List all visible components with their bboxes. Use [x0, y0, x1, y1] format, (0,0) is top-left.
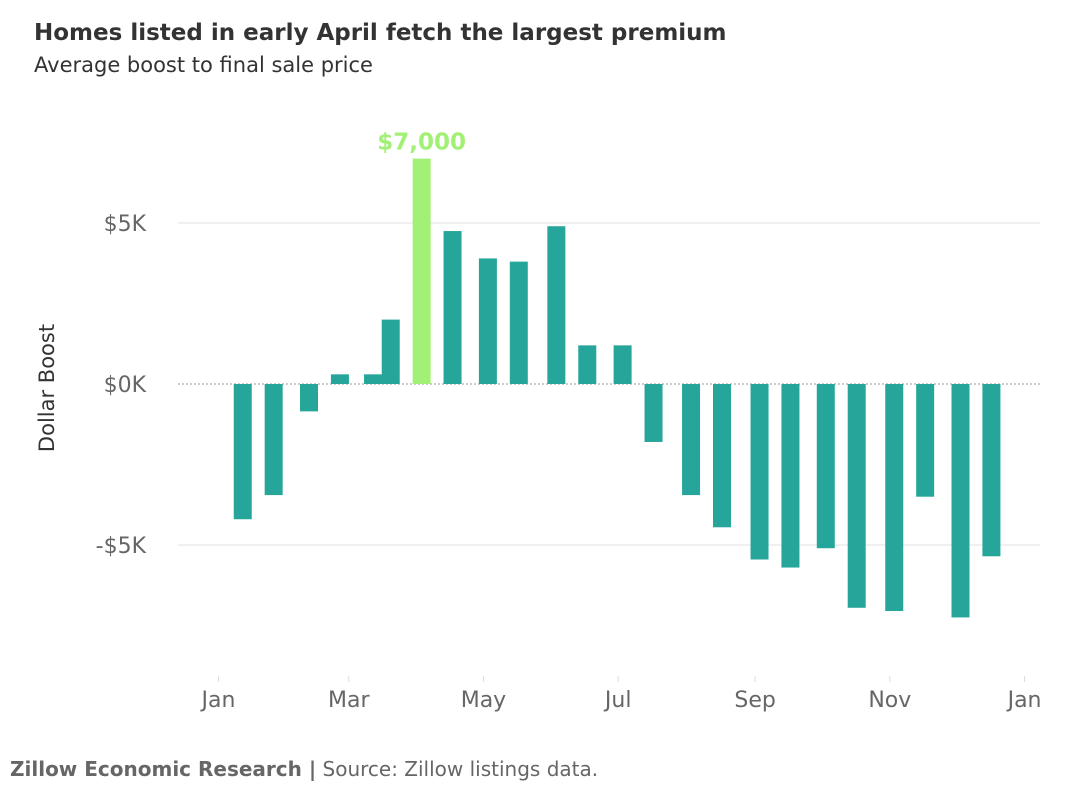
y-axis-label: Dollar Boost: [35, 324, 59, 452]
highlight-bar: [412, 158, 431, 384]
bar: [885, 384, 904, 612]
bar: [847, 384, 866, 608]
bar: [478, 258, 497, 384]
x-tick-label: Mar: [328, 688, 370, 713]
bar: [381, 319, 400, 384]
bar: [509, 261, 528, 384]
bar: [781, 384, 800, 568]
y-tick-label: $0K: [104, 373, 147, 398]
bar: [300, 384, 319, 412]
bar: [364, 374, 383, 384]
x-tick-label: May: [461, 688, 506, 713]
axis-layer: $5K $0K -$5K Jan Mar May Jul Sep Nov Jan: [96, 212, 1042, 713]
bar: [644, 384, 663, 442]
bar: [916, 384, 935, 497]
bar: [712, 384, 731, 528]
footer-source: Source: Zillow listings data.: [322, 757, 599, 781]
bar: [443, 231, 462, 384]
footer: Zillow Economic Research | Source: Zillo…: [10, 757, 598, 781]
bar: [547, 226, 566, 384]
bar: [982, 384, 1001, 557]
x-tick-label: Nov: [868, 688, 911, 713]
bar: [330, 374, 349, 384]
y-tick-label: $5K: [104, 212, 147, 237]
bar: [682, 384, 701, 496]
bar: [816, 384, 835, 549]
bar: [578, 345, 597, 384]
chart-subtitle: Average boost to final sale price: [34, 53, 373, 77]
chart-title: Homes listed in early April fetch the la…: [34, 20, 727, 46]
x-tick-label: Jan: [1006, 688, 1042, 713]
x-tick-label: Sep: [734, 688, 775, 713]
footer-org: Zillow Economic Research |: [10, 757, 317, 781]
bar: [613, 345, 632, 384]
y-tick-label: -$5K: [96, 534, 147, 559]
x-tick-label: Jan: [200, 688, 236, 713]
bar: [951, 384, 970, 618]
bars-layer: $7,000: [233, 130, 1001, 618]
x-tick-label: Jul: [603, 688, 632, 713]
bar: [233, 384, 252, 520]
bar: [750, 384, 769, 560]
bar: [264, 384, 283, 496]
highlight-label: $7,000: [377, 130, 466, 156]
